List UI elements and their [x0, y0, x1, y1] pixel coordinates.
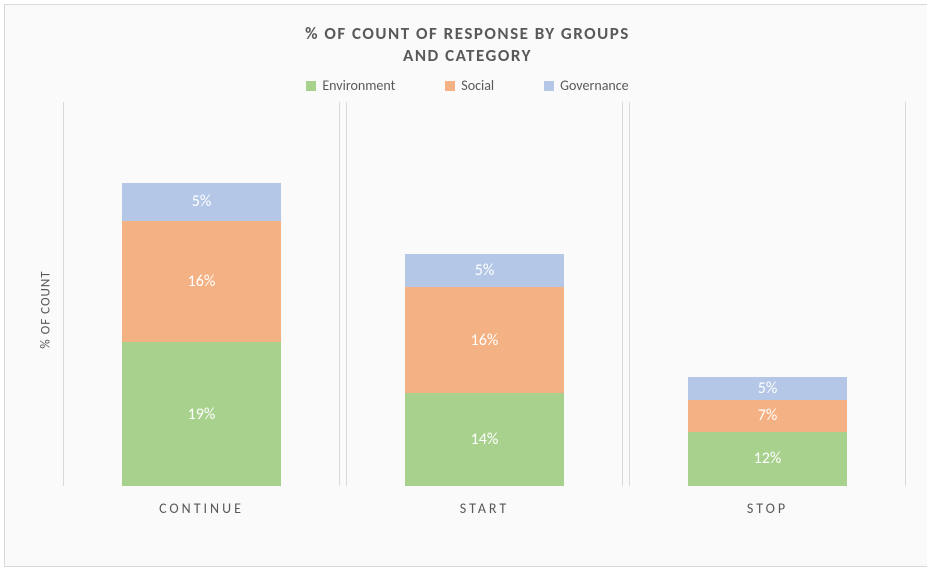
- panel-inner: 19% 16% 5%: [63, 102, 340, 486]
- legend-label-environment: Environment: [322, 77, 395, 94]
- bar-segment-label: 12%: [754, 449, 782, 468]
- legend-label-governance: Governance: [560, 77, 629, 94]
- bar-segment-governance: 5%: [122, 183, 282, 221]
- bar-segment-label: 16%: [188, 272, 216, 291]
- y-axis-label-col: % OF COUNT: [29, 102, 63, 517]
- bar-segment-label: 14%: [471, 430, 499, 449]
- panel: 19% 16% 5% CONTINUE: [63, 102, 340, 517]
- plot-area: 19% 16% 5% CONTINUE 14% 16% 5% START 12% 7% 5% STOP: [63, 102, 906, 517]
- stacked-bar: 14% 16% 5%: [405, 188, 565, 487]
- bar-segment-environment: 19%: [122, 342, 282, 486]
- legend-item-social: Social: [445, 77, 494, 94]
- bar-segment-social: 16%: [405, 287, 565, 393]
- stacked-bar: 12% 7% 5%: [688, 281, 848, 486]
- bar-segment-social: 7%: [688, 400, 848, 432]
- y-axis-label: % OF COUNT: [39, 271, 54, 349]
- panel: 14% 16% 5% START: [346, 102, 623, 517]
- bar-segment-label: 19%: [188, 405, 216, 424]
- chart-title: % OF COUNT OF RESPONSE BY GROUPS AND CAT…: [29, 23, 906, 67]
- x-axis-label: CONTINUE: [63, 486, 340, 517]
- bar-segment-label: 7%: [758, 406, 778, 425]
- legend-swatch-environment: [306, 81, 316, 91]
- legend-label-social: Social: [461, 77, 494, 94]
- bar-segment-environment: 14%: [405, 393, 565, 486]
- bar-segment-environment: 12%: [688, 432, 848, 487]
- legend-swatch-governance: [544, 81, 554, 91]
- bar-segment-social: 16%: [122, 221, 282, 342]
- chart-title-line1: % OF COUNT OF RESPONSE BY GROUPS: [29, 23, 906, 45]
- x-axis-label: START: [346, 486, 623, 517]
- bar-segment-governance: 5%: [688, 377, 848, 400]
- panel-inner: 14% 16% 5%: [346, 102, 623, 486]
- legend-item-environment: Environment: [306, 77, 395, 94]
- chart-title-line2: AND CATEGORY: [29, 45, 906, 67]
- panel: 12% 7% 5% STOP: [629, 102, 906, 517]
- stacked-bar: 19% 16% 5%: [122, 145, 282, 486]
- panel-inner: 12% 7% 5%: [629, 102, 906, 486]
- bar-segment-label: 5%: [475, 261, 495, 280]
- chart-container: % OF COUNT OF RESPONSE BY GROUPS AND CAT…: [4, 4, 927, 567]
- bar-segment-label: 5%: [192, 192, 212, 211]
- legend: Environment Social Governance: [29, 77, 906, 94]
- x-axis-label: STOP: [629, 486, 906, 517]
- bar-segment-label: 16%: [471, 331, 499, 350]
- legend-swatch-social: [445, 81, 455, 91]
- bar-segment-label: 5%: [758, 379, 778, 398]
- plot-wrap: % OF COUNT 19% 16% 5% CONTINUE 14% 16% 5% START…: [29, 102, 906, 517]
- bar-segment-governance: 5%: [405, 254, 565, 287]
- legend-item-governance: Governance: [544, 77, 629, 94]
